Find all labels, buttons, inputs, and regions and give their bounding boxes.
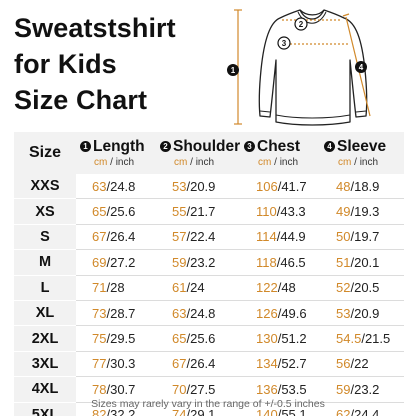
size-label: L [14, 275, 76, 301]
chest-value: 136/53.5 [240, 376, 320, 403]
table-row: 4XL 78/30.7 70/27.5 136/53.5 59/23.2 [14, 376, 404, 403]
header-chest-label: Chest [257, 137, 301, 155]
sleeve-value: 54.5/21.5 [320, 325, 404, 352]
sleeve-value: 53/20.9 [320, 300, 404, 327]
size-label: 5XL [14, 402, 76, 416]
size-table-container: Size 1 Length cm / inch 2 Shoulder cm / in… [14, 132, 404, 416]
table-row: 3XL 77/30.3 67/26.4 134/52.7 56/22 [14, 351, 404, 378]
header-shoulder: 2 Shoulder cm / inch [156, 132, 240, 174]
shoulder-value: 55/21.7 [156, 198, 240, 225]
size-label: XXS [14, 174, 76, 200]
sleeve-number-icon: 4 [324, 141, 335, 152]
sleeve-value: 48/18.9 [320, 174, 404, 200]
sweatshirt-outline-icon [258, 9, 368, 126]
sleeve-value: 51/20.1 [320, 249, 404, 276]
shoulder-value: 63/24.8 [156, 300, 240, 327]
size-label: 3XL [14, 351, 76, 378]
size-label: 4XL [14, 376, 76, 403]
header-length-label: Length [93, 137, 145, 155]
marker-1-icon: 1 [227, 64, 239, 76]
length-value: 63/24.8 [76, 174, 156, 200]
length-value: 73/28.7 [76, 300, 156, 327]
svg-text:4: 4 [359, 63, 364, 72]
shoulder-value: 53/20.9 [156, 174, 240, 200]
chest-value: 118/46.5 [240, 249, 320, 276]
title-line-3: Size Chart [14, 85, 148, 115]
length-value: 65/25.6 [76, 198, 156, 225]
sleeve-value: 50/19.7 [320, 224, 404, 251]
shoulder-value: 57/22.4 [156, 224, 240, 251]
size-label: 2XL [14, 325, 76, 352]
marker-3-icon: 3 [277, 36, 291, 50]
size-label: S [14, 224, 76, 251]
shoulder-value: 74/29.1 [156, 402, 240, 416]
table-row: M 69/27.2 59/23.2 118/46.5 51/20.1 [14, 249, 404, 276]
header-length: 1 Length cm / inch [76, 132, 156, 174]
svg-text:2: 2 [299, 20, 304, 29]
header-length-units: cm / inch [94, 156, 135, 168]
chest-value: 126/49.6 [240, 300, 320, 327]
table-row: L 71/28 61/24 122/48 52/20.5 [14, 275, 404, 301]
shoulder-value: 65/25.6 [156, 325, 240, 352]
chest-number-icon: 3 [244, 141, 255, 152]
shoulder-value: 70/27.5 [156, 376, 240, 403]
chest-value: 130/51.2 [240, 325, 320, 352]
footnote: Sizes may rarely vary in the range of +/… [91, 398, 325, 410]
svg-text:3: 3 [282, 39, 287, 48]
chest-value: 140/55.1 [240, 402, 320, 416]
chest-value: 106/41.7 [240, 174, 320, 200]
marker-2-icon: 2 [294, 17, 308, 31]
header-shoulder-label: Shoulder [173, 137, 240, 155]
chest-value: 110/43.3 [240, 198, 320, 225]
table-row: 2XL 75/29.5 65/25.6 130/51.2 54.5/21.5 [14, 325, 404, 352]
header-chest-units: cm / inch [258, 156, 299, 168]
chest-value: 122/48 [240, 275, 320, 301]
table-row: XS 65/25.6 55/21.7 110/43.3 49/19.3 [14, 198, 404, 225]
header-sleeve-label: Sleeve [337, 137, 387, 155]
length-value: 82/32.2 [76, 402, 156, 416]
table-header-row: Size 1 Length cm / inch 2 Shoulder cm / in… [14, 132, 404, 174]
sleeve-value: 62/24.4 [320, 402, 404, 416]
table-row: 5XL 82/32.2 74/29.1 140/55.1 62/24.4 [14, 402, 404, 416]
title-line-2: for Kids [14, 49, 117, 79]
header-size: Size [14, 132, 76, 174]
sleeve-value: 52/20.5 [320, 275, 404, 301]
shoulder-value: 61/24 [156, 275, 240, 301]
length-value: 71/28 [76, 275, 156, 301]
shoulder-value: 67/26.4 [156, 351, 240, 378]
sleeve-value: 49/19.3 [320, 198, 404, 225]
length-value: 75/29.5 [76, 325, 156, 352]
sleeve-value: 56/22 [320, 351, 404, 378]
svg-text:1: 1 [231, 66, 236, 75]
length-value: 78/30.7 [76, 376, 156, 403]
title-line-1: Sweatstshirt [14, 13, 176, 43]
chest-value: 114/44.9 [240, 224, 320, 251]
table-row: S 67/26.4 57/22.4 114/44.9 50/19.7 [14, 224, 404, 251]
chest-value: 134/52.7 [240, 351, 320, 378]
sweatshirt-diagram: 1 2 3 4 [227, 9, 371, 126]
sleeve-value: 59/23.2 [320, 376, 404, 403]
length-value: 67/26.4 [76, 224, 156, 251]
header-shoulder-units: cm / inch [174, 156, 215, 168]
chart-title: Sweatstshirt for Kids Size Chart [14, 10, 234, 118]
table-row: XXS 63/24.8 53/20.9 106/41.7 48/18.9 [14, 174, 404, 200]
size-label: M [14, 249, 76, 276]
length-value: 77/30.3 [76, 351, 156, 378]
table-row: XL 73/28.7 63/24.8 126/49.6 53/20.9 [14, 300, 404, 327]
marker-4-icon: 4 [355, 61, 367, 73]
shoulder-value: 59/23.2 [156, 249, 240, 276]
length-number-icon: 1 [80, 141, 91, 152]
size-label: XS [14, 198, 76, 225]
header-sleeve: 4 Sleeve cm / inch [320, 132, 404, 174]
shoulder-number-icon: 2 [160, 141, 171, 152]
length-value: 69/27.2 [76, 249, 156, 276]
header-sleeve-units: cm / inch [338, 156, 379, 168]
size-label: XL [14, 300, 76, 327]
size-table: Size 1 Length cm / inch 2 Shoulder cm / in… [14, 132, 404, 416]
header-chest: 3 Chest cm / inch [240, 132, 320, 174]
